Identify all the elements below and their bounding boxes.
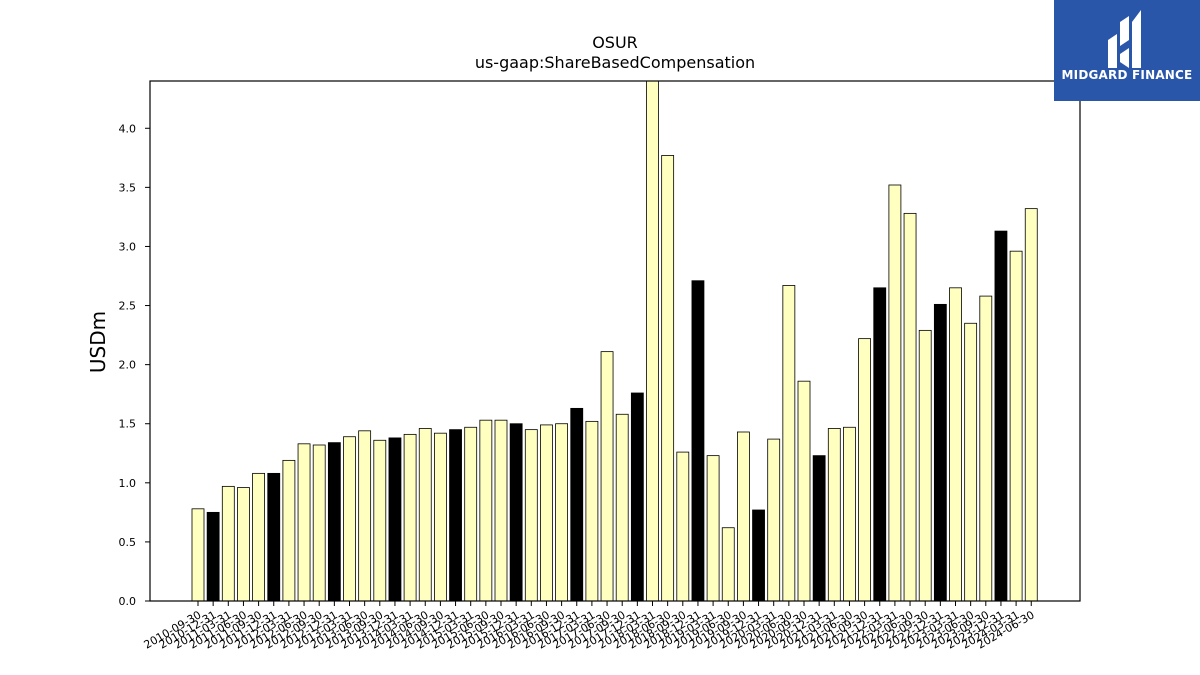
bar-2017-12-31 xyxy=(630,392,644,602)
bar-2014-09-30 xyxy=(433,432,447,602)
bar-2014-03-31 xyxy=(403,433,417,602)
y-tick-label: 1.0 xyxy=(119,477,137,490)
bar-2015-12-31 xyxy=(509,423,523,602)
bar-2013-03-31 xyxy=(343,436,356,602)
bar-2019-09-30 xyxy=(737,431,750,602)
bar-2019-12-31 xyxy=(752,509,765,602)
bar-2011-09-30 xyxy=(252,472,266,602)
bar-2010-12-31 xyxy=(206,511,220,602)
bar-2012-12-31 xyxy=(327,442,341,602)
bar-2023-12-31 xyxy=(994,230,1008,602)
bar-2012-03-31 xyxy=(282,459,296,602)
x-axis-ticks: 2010-09-302010-12-312011-03-312011-06-30… xyxy=(142,601,1037,652)
bar-2016-03-31 xyxy=(524,429,538,602)
bar-2024-06-30 xyxy=(1024,208,1038,602)
bar-2022-06-30 xyxy=(903,212,917,602)
bars xyxy=(191,80,1038,602)
y-tick-label: 0.5 xyxy=(119,536,137,549)
y-tick-label: 2.5 xyxy=(119,300,137,313)
bar-2019-06-30 xyxy=(721,527,735,602)
bar-2011-12-31 xyxy=(267,472,281,602)
chart-subtitle: us-gaap:ShareBasedCompensation xyxy=(475,53,755,72)
bar-2019-03-31 xyxy=(706,455,720,602)
y-axis-ticks: 0.0 0.5 1.0 1.5 2.0 2.5 3.0 3.5 4.0 xyxy=(119,122,150,608)
bar-2014-06-30 xyxy=(418,428,432,602)
y-axis-label: USDm xyxy=(86,311,110,373)
bar-2016-12-31 xyxy=(570,407,584,602)
bar-2020-03-31 xyxy=(767,438,781,602)
bar-2022-12-31 xyxy=(933,303,947,602)
bar-2017-03-31 xyxy=(585,420,599,602)
bar-2017-06-30 xyxy=(600,351,614,602)
bar-2015-09-30 xyxy=(494,419,508,602)
bar-2013-12-31 xyxy=(388,437,402,602)
bar-2011-03-31 xyxy=(221,485,235,602)
bar-2021-12-31 xyxy=(873,287,887,602)
y-tick-label: 0.0 xyxy=(119,595,137,608)
chart-title: OSUR xyxy=(592,33,638,52)
bar-2020-06-30 xyxy=(782,285,796,602)
y-tick-label: 1.5 xyxy=(119,418,137,431)
bar-2020-12-31 xyxy=(812,455,826,602)
y-tick-label: 4.0 xyxy=(119,122,137,135)
bar-2014-12-31 xyxy=(449,429,462,602)
y-tick-label: 2.0 xyxy=(119,359,137,372)
bar-2022-03-31 xyxy=(888,184,902,602)
bar-2011-06-30 xyxy=(237,487,250,602)
bar-2024-03-31 xyxy=(1009,250,1023,602)
bar-2017-09-30 xyxy=(615,413,629,602)
logo-text: MIDGARD FINANCE xyxy=(1061,68,1193,82)
bar-2015-03-31 xyxy=(464,426,478,602)
y-tick-label: 3.0 xyxy=(119,240,137,253)
bar-2013-09-30 xyxy=(373,439,387,602)
bar-2018-03-31 xyxy=(646,80,659,602)
plot-frame xyxy=(149,80,1081,602)
bar-2021-03-31 xyxy=(827,428,841,602)
bar-2020-09-30 xyxy=(797,380,811,602)
bar-2012-06-30 xyxy=(297,443,311,602)
bar-2021-09-30 xyxy=(858,338,871,602)
bar-2016-06-30 xyxy=(540,424,553,602)
bar-2010-09-30 xyxy=(191,508,205,602)
bar-2023-09-30 xyxy=(979,295,993,602)
bar-2018-12-31 xyxy=(691,280,705,602)
y-tick-label: 3.5 xyxy=(119,181,137,194)
bar-2016-09-30 xyxy=(555,423,568,602)
bar-2015-06-30 xyxy=(479,419,493,602)
bar-2012-09-30 xyxy=(312,444,326,602)
bar-2023-06-30 xyxy=(964,322,978,602)
midgard-logo-icon xyxy=(1108,10,1141,68)
bar-2018-06-30 xyxy=(661,155,675,602)
bar-2022-09-30 xyxy=(918,329,932,602)
bar-2013-06-30 xyxy=(358,430,372,602)
midgard-logo: MIDGARD FINANCE xyxy=(1054,0,1200,101)
bar-2021-06-30 xyxy=(843,426,856,602)
bar-2023-03-31 xyxy=(949,287,962,602)
bar-2018-09-30 xyxy=(676,451,690,602)
